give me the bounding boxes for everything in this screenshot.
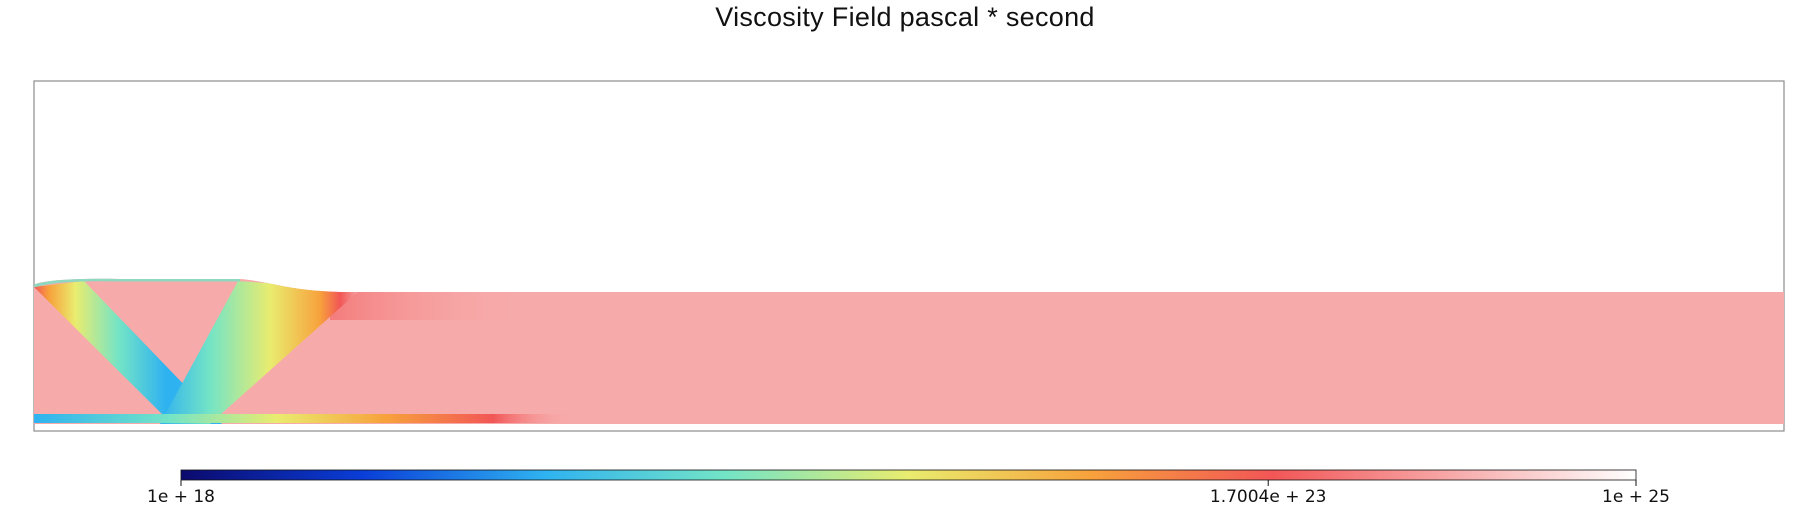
bottom-strip [34, 414, 574, 423]
colorbar-tick-label: 1.7004e + 23 [1210, 487, 1327, 507]
field-fade [330, 290, 530, 320]
weak-zone-band-right [160, 281, 360, 424]
colorbar-ticks: 1e + 18 1.7004e + 23 1e + 25 [147, 480, 1670, 507]
viscosity-field [34, 278, 1784, 424]
surface-rim [34, 278, 240, 288]
colorbar: 1e + 18 1.7004e + 23 1e + 25 [147, 469, 1670, 507]
colorbar-gradient [180, 469, 1637, 481]
colorbar-tick-label: 1e + 18 [147, 487, 215, 507]
colorbar-tick-label: 1e + 25 [1602, 487, 1670, 507]
weak-zone-band-left [34, 281, 222, 424]
chart-title: Viscosity Field pascal * second [715, 2, 1095, 32]
